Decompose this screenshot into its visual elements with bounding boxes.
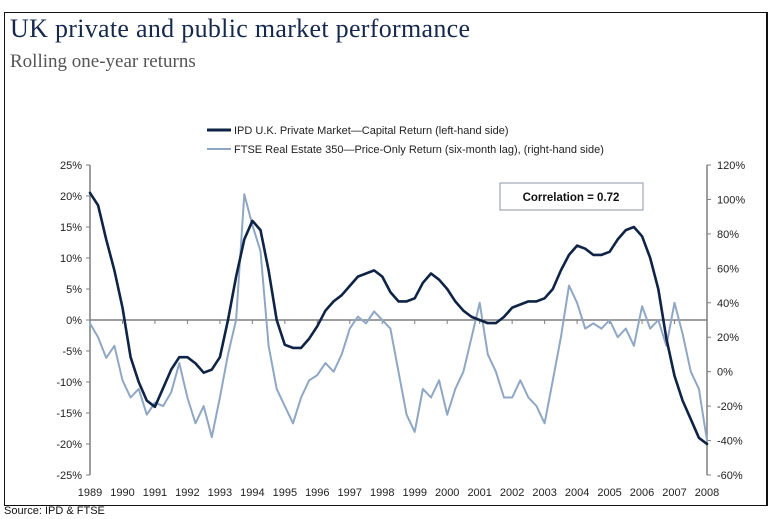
x-axis-tick-label: 2001 bbox=[467, 487, 491, 499]
x-axis-tick-label: 2002 bbox=[500, 487, 524, 499]
chart-subtitle: Rolling one-year returns bbox=[10, 51, 196, 72]
x-axis-tick-label: 1999 bbox=[402, 487, 426, 499]
x-axis-tick-label: 2005 bbox=[597, 487, 621, 499]
x-axis-tick-label: 2004 bbox=[565, 487, 589, 499]
legend-label-private: IPD U.K. Private Market—Capital Return (… bbox=[234, 125, 509, 137]
left-axis-tick-label: 25% bbox=[60, 160, 82, 172]
x-axis-tick-label: 1990 bbox=[110, 487, 134, 499]
left-axis-tick-label: 20% bbox=[60, 191, 82, 203]
left-axis-tick-label: -15% bbox=[56, 408, 82, 420]
legend-label-public: FTSE Real Estate 350—Price-Only Return (… bbox=[234, 144, 604, 156]
left-axis-tick-label: -25% bbox=[56, 470, 82, 482]
right-axis-tick-label: 60% bbox=[717, 263, 739, 275]
x-axis-tick-label: 2008 bbox=[695, 487, 719, 499]
right-axis-tick-label: 100% bbox=[717, 194, 745, 206]
left-axis-tick-label: 10% bbox=[60, 253, 82, 265]
right-axis-tick-label: 0% bbox=[717, 367, 733, 379]
x-axis-tick-label: 2000 bbox=[435, 487, 459, 499]
x-axis-tick-label: 1996 bbox=[305, 487, 329, 499]
series-line-ipd-private-market bbox=[88, 191, 709, 446]
x-axis-tick-label: 1991 bbox=[143, 487, 167, 499]
correlation-label: Correlation = 0.72 bbox=[523, 192, 620, 204]
left-axis-tick-label: 0% bbox=[66, 315, 82, 327]
x-axis-tick-label: 1995 bbox=[273, 487, 297, 499]
right-axis-tick-label: -60% bbox=[717, 470, 743, 482]
series-layer bbox=[88, 191, 709, 446]
x-axis-tick-label: 1989 bbox=[78, 487, 102, 499]
chart-frame bbox=[4, 12, 768, 506]
legend: IPD U.K. Private Market—Capital Return (… bbox=[207, 125, 604, 156]
right-axis-tick-label: 20% bbox=[717, 332, 739, 344]
right-axis-tick-label: 80% bbox=[717, 229, 739, 241]
x-axis-tick-label: 2003 bbox=[532, 487, 556, 499]
x-axis-tick-label: 1993 bbox=[208, 487, 232, 499]
left-axis-tick-label: 15% bbox=[60, 222, 82, 234]
source-note: Source: IPD & FTSE bbox=[4, 505, 105, 517]
correlation-box-border bbox=[499, 182, 644, 211]
x-axis-tick-label: 1992 bbox=[175, 487, 199, 499]
right-axis-tick-label: 120% bbox=[717, 160, 745, 172]
right-axis-tick-label: -40% bbox=[717, 436, 743, 448]
chart-title: UK private and public market performance bbox=[10, 14, 471, 43]
left-axis-tick-label: -5% bbox=[62, 346, 82, 358]
left-axis-tick-label: -20% bbox=[56, 439, 82, 451]
x-axis-tick-label: 2006 bbox=[630, 487, 654, 499]
left-axis-tick-label: 5% bbox=[66, 284, 82, 296]
x-axis-tick-label: 1998 bbox=[370, 487, 394, 499]
right-axis-tick-label: 40% bbox=[717, 298, 739, 310]
x-axis-tick-label: 1994 bbox=[240, 487, 264, 499]
x-axis-tick-label: 1997 bbox=[338, 487, 362, 499]
correlation-box: Correlation = 0.72 bbox=[499, 182, 644, 211]
right-axis-tick-label: -20% bbox=[717, 401, 743, 413]
x-axis-tick-label: 2007 bbox=[662, 487, 686, 499]
left-axis-tick-label: -10% bbox=[56, 377, 82, 389]
axes: 25% 20% 15% 10% 5% 0% -5% -10% -15% -20% -25% 120% 1… bbox=[56, 160, 745, 499]
series-line-ftse-real-estate-350 bbox=[89, 193, 708, 442]
